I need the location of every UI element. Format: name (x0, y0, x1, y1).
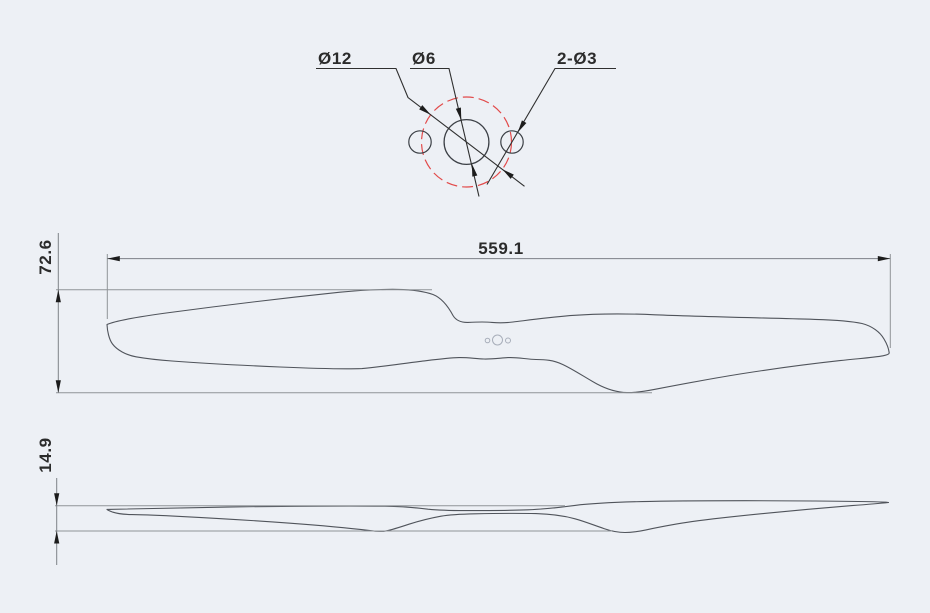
leader-line-bore (410, 67, 480, 197)
front-hub-holes (484, 334, 511, 346)
arrowhead (55, 289, 61, 303)
dim-thickness: 14.9 (36, 437, 612, 565)
hub-detail-view: Ø12 Ø6 2-Ø3 (316, 49, 616, 197)
dim-label-thickness: 14.9 (36, 437, 55, 473)
dim-label-width: 72.6 (36, 239, 55, 275)
arrowhead (471, 163, 478, 177)
front-view: 559.1 72.6 (36, 233, 891, 394)
dim-bore: Ø6 (410, 49, 480, 197)
dim-width: 72.6 (36, 233, 652, 394)
arrowhead (54, 493, 60, 506)
mounting-hole-right (500, 130, 524, 154)
arrowhead (517, 120, 527, 133)
front-hub-hole-left (484, 337, 491, 344)
arrowhead (502, 169, 514, 179)
propeller-outline-side (106, 500, 890, 534)
dim-mounting-holes: 2-Ø3 (486, 49, 616, 185)
dim-length: 559.1 (106, 239, 891, 348)
mounting-hole-left (408, 130, 432, 154)
side-view: 14.9 (36, 437, 890, 565)
arrowhead (107, 256, 120, 262)
leader-line-bolt-circle (316, 67, 525, 187)
leader-line-holes (486, 67, 616, 185)
dim-bolt-circle: Ø12 (316, 49, 525, 187)
front-hub-hole-right (505, 337, 511, 344)
dim-label-mounting-holes: 2-Ø3 (557, 49, 597, 68)
dim-label-bore: Ø6 (412, 49, 436, 68)
arrowhead (54, 531, 60, 544)
center-bore-circle (443, 118, 490, 166)
arrowhead (419, 105, 431, 115)
dim-label-length: 559.1 (478, 239, 524, 258)
arrowhead (877, 256, 891, 262)
front-hub-bore (492, 334, 503, 346)
propeller-outline-front (106, 288, 890, 394)
arrowhead (55, 380, 61, 393)
arrowhead (455, 107, 462, 121)
dim-label-bolt-circle: Ø12 (318, 49, 352, 68)
